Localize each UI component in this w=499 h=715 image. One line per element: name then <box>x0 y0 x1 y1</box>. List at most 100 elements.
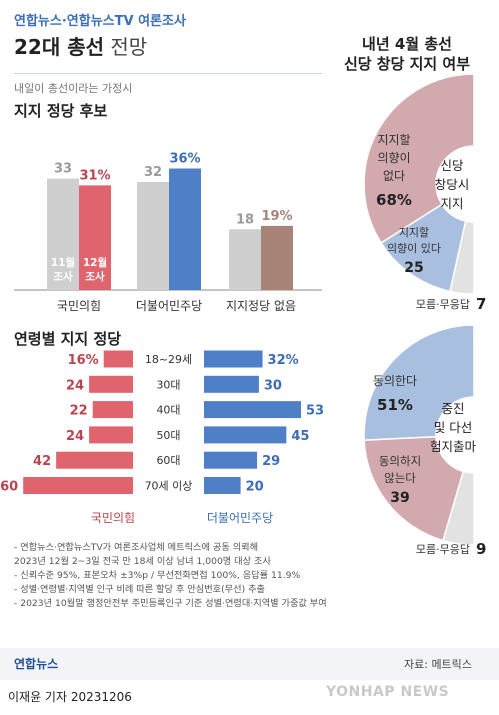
legend-nov-line2: 조사 <box>53 270 73 283</box>
bar-label-nov: 32 <box>144 165 162 180</box>
source-label: 자료: 메트릭스 <box>404 658 472 671</box>
footer-band <box>0 648 499 680</box>
slice-disagree <box>363 436 465 542</box>
slice-label: 동의한다 <box>373 374 417 388</box>
slice-unknown <box>449 220 475 295</box>
bar-dem <box>204 375 259 393</box>
category-label: 더불어민주당 <box>136 299 202 313</box>
bar-nov <box>229 229 261 290</box>
bar-label-dem: 53 <box>306 404 324 419</box>
bar-label-dem: 29 <box>262 454 280 469</box>
category-label: 국민의힘 <box>57 299 101 313</box>
donut1-title-line2: 신당 창당 지지 여부 <box>344 55 470 73</box>
bar-label-ppp: 22 <box>70 404 88 419</box>
slice-value: 39 <box>390 490 409 506</box>
legend-dec-line2: 조사 <box>85 270 105 283</box>
slice-label: 의향이 있다 <box>387 242 441 255</box>
note-line: - 성별·연령별·지역별 인구 비례 따른 할당 후 안심번호(무선) 추출 <box>14 584 266 595</box>
donut1-center-line3: 지지 <box>440 196 463 211</box>
legend-dec-line1: 12월 <box>83 256 107 269</box>
bar-dem <box>204 401 301 419</box>
bar-dec <box>261 225 293 290</box>
assumption-note: 내일이 총선이라는 가정시 <box>14 82 133 95</box>
slice-value: 68% <box>376 191 412 209</box>
donut2-center-line3: 험지출마 <box>430 439 477 454</box>
slice-label: 모름·무응답 <box>416 298 470 311</box>
bar-dec <box>169 168 201 290</box>
note-line: - 신뢰수준 95%, 표본오차 ±3%p / 무선전화면접 100%, 응답률… <box>14 570 301 581</box>
series-label-ppp: 국민의힘 <box>91 511 135 525</box>
donut2-center-line2: 및 다선 <box>434 420 472 435</box>
header-divider <box>14 73 322 74</box>
slice-value: 7 <box>476 295 486 313</box>
bar-ppp <box>89 426 133 444</box>
bar-dem <box>204 350 263 368</box>
age-label: 70세 이상 <box>145 480 193 493</box>
donut1-title-line1: 내년 4월 총선 <box>362 35 452 53</box>
bar-label-dem: 30 <box>264 378 282 393</box>
slice-label: 동의하지 <box>379 454 421 468</box>
title-light: 전망 <box>104 35 148 59</box>
credit-line: 이재윤 기자 20231206 <box>8 690 132 704</box>
header-subtitle: 연합뉴스·연합뉴스TV 여론조사 <box>14 14 186 29</box>
slice-unknown <box>442 470 475 546</box>
slice-label: 없다 <box>383 169 405 183</box>
section-title-party-support: 지지 정당 후보 <box>14 102 108 120</box>
page-title: 22대 총선 전망 <box>14 31 147 60</box>
bar-dem <box>204 426 287 444</box>
watermark: YONHAP NEWS <box>326 684 450 700</box>
bar-dec <box>79 185 111 290</box>
legend-nov-line1: 11월 <box>51 256 75 269</box>
survey-notes: - 연합뉴스·연합뉴스TV가 여론조사업체 메트릭스에 공동 의뢰해 2023년… <box>14 541 384 611</box>
age-label: 18~29세 <box>145 353 192 366</box>
bar-nov <box>47 178 79 290</box>
age-label: 60대 <box>156 454 180 467</box>
bar-ppp <box>103 350 133 368</box>
age-label: 50대 <box>156 429 180 442</box>
slice-agree <box>363 324 475 442</box>
slice-value: 9 <box>476 540 486 558</box>
donut2-center-line1: 중진 <box>441 401 464 416</box>
bar-label-ppp: 16% <box>68 353 99 368</box>
slice-label: 의향이 <box>377 151 410 165</box>
bar-label-ppp: 24 <box>66 429 84 444</box>
bar-dem <box>204 477 241 494</box>
slice-label: 않는다 <box>384 471 416 485</box>
age-label: 30대 <box>156 378 180 391</box>
donut1-center-line2: 창당시 <box>435 177 470 192</box>
bar-label-ppp: 24 <box>66 378 84 393</box>
slice-label: 지지할 <box>399 226 429 239</box>
slice-value: 25 <box>404 260 423 276</box>
bar-label-dem: 45 <box>291 429 309 444</box>
brand-logo: 연합뉴스 <box>14 657 59 671</box>
slice-label: 모름·무응답 <box>416 543 470 556</box>
donut1-center-line1: 신당 <box>440 158 464 173</box>
slice-not-support <box>363 73 475 244</box>
bar-label-dec: 31% <box>79 168 110 183</box>
bar-ppp <box>23 477 134 494</box>
category-label: 지지정당 없음 <box>226 299 296 313</box>
title-bold: 22대 총선 <box>14 35 104 59</box>
section-title-age-support: 연령별 지지 정당 <box>14 330 122 348</box>
series-label-dem: 더불어민주당 <box>207 511 273 525</box>
bar-dem <box>204 451 258 469</box>
age-label: 40대 <box>156 404 180 417</box>
slice-value: 51% <box>377 396 413 414</box>
bar-ppp <box>92 401 133 419</box>
bar-label-dem: 20 <box>246 480 264 495</box>
slice-label: 지지할 <box>377 133 410 147</box>
note-line: - 2023년 10월말 행정안전부 주민등록인구 기준 성별·연령대·지역별 … <box>14 598 327 609</box>
bar-label-nov: 18 <box>236 212 254 227</box>
note-line: 2023년 12월 2~3일 전국 만 18세 이상 남녀 1,000명 대상 … <box>14 556 271 567</box>
bar-nov <box>137 182 169 290</box>
bar-label-dem: 32% <box>268 353 299 368</box>
bar-label-ppp: 60 <box>0 480 18 495</box>
bar-label-dec: 19% <box>261 209 292 224</box>
bar-ppp <box>89 375 133 393</box>
bar-label-nov: 33 <box>54 162 72 177</box>
bar-label-ppp: 42 <box>33 454 51 469</box>
note-line: - 연합뉴스·연합뉴스TV가 여론조사업체 메트릭스에 공동 의뢰해 <box>14 542 259 553</box>
bar-label-dec: 36% <box>169 152 200 167</box>
bar-ppp <box>56 451 133 469</box>
